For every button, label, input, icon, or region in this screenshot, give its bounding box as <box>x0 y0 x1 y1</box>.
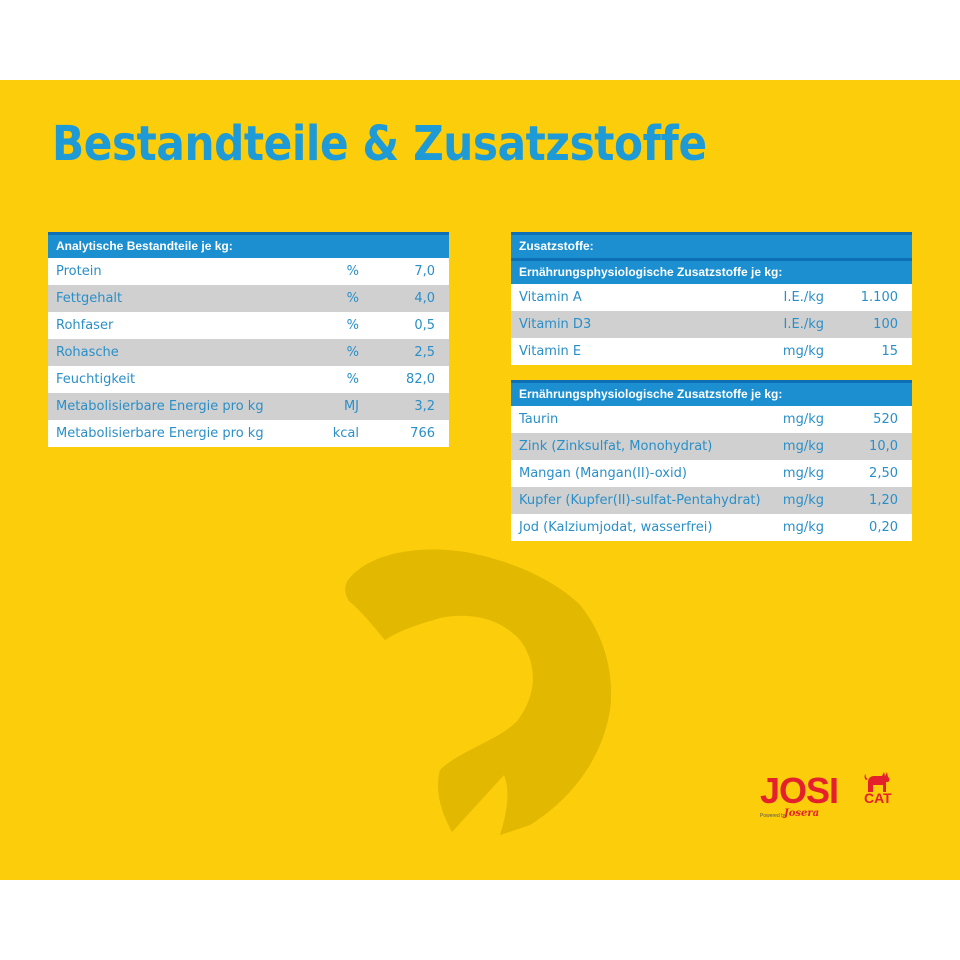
row-value: 100 <box>873 317 898 332</box>
row-name: Feuchtigkeit <box>56 372 136 387</box>
table-row: Metabolisierbare Energie pro kg MJ 3,2 <box>48 393 449 420</box>
row-name: Fettgehalt <box>56 291 123 306</box>
row-value: 82,0 <box>406 372 435 387</box>
additives-table-subheader: Ernährungsphysiologische Zusatzstoffe je… <box>511 258 912 284</box>
table-row: Vitamin E mg/kg 15 <box>511 338 912 365</box>
table-row: Vitamin D3 I.E./kg 100 <box>511 311 912 338</box>
table-row: Kupfer (Kupfer(II)-sulfat-Pentahydrat) mg… <box>511 487 912 514</box>
logo-sub-text: CAT <box>864 790 892 806</box>
row-unit: I.E./kg <box>783 290 824 305</box>
table-row: Rohfaser% 0,5 <box>48 312 449 339</box>
row-name: Rohfaser <box>56 318 114 333</box>
row-value: 1.100 <box>860 290 898 305</box>
row-name: Vitamin E <box>519 344 582 359</box>
row-unit: MJ <box>343 399 359 414</box>
row-name: Zink (Zinksulfat, Monohydrat) <box>519 439 713 454</box>
row-unit: I.E./kg <box>783 317 824 332</box>
row-name: Protein <box>56 264 102 279</box>
table-row: Mangan (Mangan(II)-oxid) mg/kg 2,50 <box>511 460 912 487</box>
row-value: 2,50 <box>869 466 898 481</box>
table-row: Jod (Kalziumjodat, wasserfrei) mg/kg 0,20 <box>511 514 912 541</box>
row-value: 10,0 <box>869 439 898 454</box>
analytic-table-header: Analytische Bestandteile je kg: <box>48 232 449 258</box>
logo-powered-text: Powered by <box>760 813 787 819</box>
table-row: Metabolisierbare Energie pro kg kcal 766 <box>48 420 449 447</box>
content-panel: Bestandteile & Zusatzstoffe Analytische … <box>0 80 960 880</box>
row-unit: mg/kg <box>782 493 824 508</box>
fish-silhouette-icon <box>345 549 612 835</box>
table-row: Rohasche% 2,5 <box>48 339 449 366</box>
row-value: 0,5 <box>414 318 435 333</box>
row-unit: kcal <box>332 426 359 441</box>
cat-icon <box>864 772 890 792</box>
row-name: Metabolisierbare Energie pro kg <box>56 426 264 441</box>
josi-cat-logo: JOSI CAT Powered by Josera <box>760 770 910 830</box>
row-value: 15 <box>881 344 898 359</box>
additives-table: Zusatzstoffe: Ernährungsphysiologische Z… <box>511 232 912 365</box>
additives-table-header: Zusatzstoffe: <box>511 232 912 258</box>
row-unit: mg/kg <box>782 439 824 454</box>
table-row: Fettgehalt% 4,0 <box>48 285 449 312</box>
additives-table-2-header: Ernährungsphysiologische Zusatzstoffe je… <box>511 380 912 406</box>
row-value: 766 <box>410 426 435 441</box>
row-unit: mg/kg <box>782 344 824 359</box>
table-row: Taurin mg/kg 520 <box>511 406 912 433</box>
row-name: Metabolisierbare Energie pro kg <box>56 399 264 414</box>
row-unit: mg/kg <box>782 520 824 535</box>
logo-brand-text: Josera <box>784 808 820 819</box>
analytic-table: Analytische Bestandteile je kg: Protein%… <box>48 232 449 447</box>
row-value: 7,0 <box>414 264 435 279</box>
row-unit: mg/kg <box>782 412 824 427</box>
page-title: Bestandteile & Zusatzstoffe <box>52 116 707 172</box>
row-unit: % <box>346 372 359 387</box>
row-name: Rohasche <box>56 345 119 360</box>
table-row: Vitamin A I.E./kg 1.100 <box>511 284 912 311</box>
row-value: 0,20 <box>869 520 898 535</box>
row-unit: % <box>346 291 359 306</box>
table-row: Feuchtigkeit% 82,0 <box>48 366 449 393</box>
additives-table-2: Ernährungsphysiologische Zusatzstoffe je… <box>511 380 912 541</box>
row-unit: % <box>346 345 359 360</box>
row-value: 2,5 <box>414 345 435 360</box>
row-name: Kupfer (Kupfer(II)-sulfat-Pentahydrat) <box>519 493 761 508</box>
table-row: Zink (Zinksulfat, Monohydrat) mg/kg 10,0 <box>511 433 912 460</box>
row-value: 520 <box>873 412 898 427</box>
row-value: 1,20 <box>869 493 898 508</box>
row-name: Jod (Kalziumjodat, wasserfrei) <box>519 520 713 535</box>
table-row: Protein% 7,0 <box>48 258 449 285</box>
row-unit: % <box>346 264 359 279</box>
row-value: 4,0 <box>414 291 435 306</box>
row-value: 3,2 <box>414 399 435 414</box>
row-unit: % <box>346 318 359 333</box>
row-name: Mangan (Mangan(II)-oxid) <box>519 466 687 481</box>
row-name: Vitamin D3 <box>519 317 592 332</box>
row-name: Vitamin A <box>519 290 582 305</box>
row-name: Taurin <box>519 412 559 427</box>
logo-main-text: JOSI <box>760 770 839 811</box>
row-unit: mg/kg <box>782 466 824 481</box>
